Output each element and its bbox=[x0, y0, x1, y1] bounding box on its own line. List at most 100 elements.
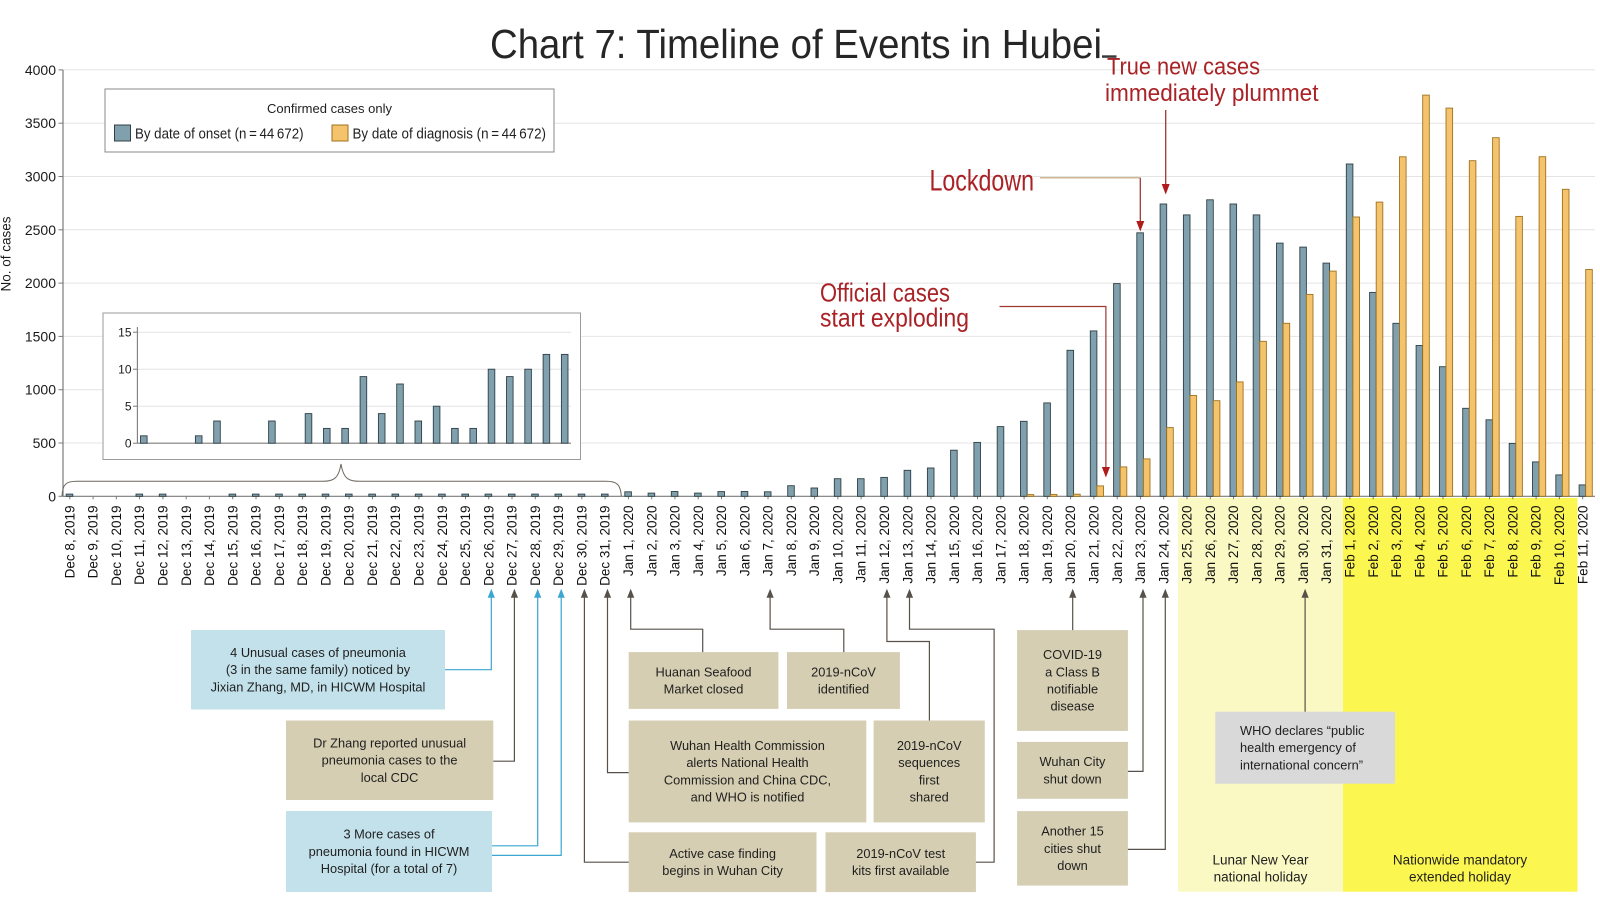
svg-text:Dec 24, 2019: Dec 24, 2019 bbox=[435, 506, 450, 586]
svg-text:Jan 6, 2020: Jan 6, 2020 bbox=[737, 506, 752, 577]
svg-text:Lockdown: Lockdown bbox=[930, 165, 1035, 198]
svg-text:sequences: sequences bbox=[898, 755, 960, 770]
svg-text:WHO declares “public: WHO declares “public bbox=[1240, 723, 1365, 738]
svg-text:Jan 5, 2020: Jan 5, 2020 bbox=[714, 506, 729, 577]
svg-text:Jan 19, 2020: Jan 19, 2020 bbox=[1040, 506, 1055, 584]
svg-text:extended holiday: extended holiday bbox=[1409, 870, 1511, 885]
svg-text:Official cases: Official cases bbox=[820, 278, 950, 308]
svg-text:Jan 16, 2020: Jan 16, 2020 bbox=[970, 506, 985, 584]
svg-text:3500: 3500 bbox=[25, 115, 56, 131]
svg-text:Jan 28, 2020: Jan 28, 2020 bbox=[1249, 506, 1264, 584]
svg-text:Jan 23, 2020: Jan 23, 2020 bbox=[1133, 506, 1148, 584]
svg-text:first: first bbox=[919, 773, 940, 788]
svg-text:international concern”: international concern” bbox=[1240, 757, 1363, 772]
svg-text:Jan 3, 2020: Jan 3, 2020 bbox=[668, 506, 683, 577]
svg-text:Jan 27, 2020: Jan 27, 2020 bbox=[1226, 506, 1241, 584]
svg-text:Jan 11, 2020: Jan 11, 2020 bbox=[854, 506, 869, 583]
svg-text:Dec 16, 2019: Dec 16, 2019 bbox=[249, 506, 264, 586]
svg-text:Feb 4, 2020: Feb 4, 2020 bbox=[1412, 506, 1427, 578]
svg-text:Dec 18, 2019: Dec 18, 2019 bbox=[295, 506, 310, 586]
svg-text:By date of diagnosis (n = 44 6: By date of diagnosis (n = 44 672) bbox=[353, 126, 547, 143]
svg-text:down: down bbox=[1057, 858, 1088, 873]
svg-text:Dec 9, 2019: Dec 9, 2019 bbox=[86, 506, 101, 579]
svg-text:Jan 21, 2020: Jan 21, 2020 bbox=[1087, 506, 1102, 584]
svg-text:Jan 26, 2020: Jan 26, 2020 bbox=[1203, 506, 1218, 584]
svg-text:Jan 7, 2020: Jan 7, 2020 bbox=[761, 506, 776, 577]
svg-text:Dr Zhang reported unusual: Dr Zhang reported unusual bbox=[313, 735, 466, 750]
svg-text:Commission and China CDC,: Commission and China CDC, bbox=[664, 773, 831, 788]
svg-text:Feb 10, 2020: Feb 10, 2020 bbox=[1552, 506, 1567, 586]
svg-text:3 More cases of: 3 More cases of bbox=[343, 827, 434, 842]
svg-text:2000: 2000 bbox=[25, 275, 56, 291]
svg-text:Dec 20, 2019: Dec 20, 2019 bbox=[342, 506, 357, 586]
svg-text:No. of cases: No. of cases bbox=[0, 216, 14, 291]
svg-text:Feb 2, 2020: Feb 2, 2020 bbox=[1366, 506, 1381, 578]
svg-text:Nationwide mandatory: Nationwide mandatory bbox=[1393, 853, 1528, 868]
svg-text:(3 in the same family) noticed: (3 in the same family) noticed by bbox=[226, 662, 411, 677]
svg-text:Jan 10, 2020: Jan 10, 2020 bbox=[831, 506, 846, 584]
svg-text:Dec 25, 2019: Dec 25, 2019 bbox=[458, 505, 473, 585]
svg-text:cities shut: cities shut bbox=[1044, 841, 1101, 856]
svg-text:Chart 7: Timeline of Events in: Chart 7: Timeline of Events in Hubei bbox=[490, 21, 1102, 67]
svg-text:Dec 19, 2019: Dec 19, 2019 bbox=[318, 506, 333, 586]
svg-text:Dec 14, 2019: Dec 14, 2019 bbox=[202, 506, 217, 586]
svg-text:Dec 12, 2019: Dec 12, 2019 bbox=[156, 506, 171, 586]
svg-text:start exploding: start exploding bbox=[820, 303, 969, 333]
svg-text:500: 500 bbox=[33, 435, 57, 451]
svg-text:10: 10 bbox=[118, 363, 132, 377]
svg-text:immediately plummet: immediately plummet bbox=[1105, 80, 1319, 107]
svg-text:Huanan Seafood: Huanan Seafood bbox=[655, 664, 751, 679]
svg-text:Dec 10, 2019: Dec 10, 2019 bbox=[109, 506, 124, 586]
svg-text:alerts National Health: alerts National Health bbox=[686, 755, 808, 770]
svg-text:COVID-19: COVID-19 bbox=[1043, 647, 1102, 662]
svg-text:begins in Wuhan City: begins in Wuhan City bbox=[662, 863, 783, 878]
svg-text:disease: disease bbox=[1050, 699, 1094, 714]
svg-text:Jan 22, 2020: Jan 22, 2020 bbox=[1110, 506, 1125, 584]
svg-text:Dec 17, 2019: Dec 17, 2019 bbox=[272, 506, 287, 586]
svg-text:Dec 13, 2019: Dec 13, 2019 bbox=[179, 506, 194, 586]
svg-text:Jixian Zhang, MD, in HICWM Hos: Jixian Zhang, MD, in HICWM Hospital bbox=[211, 679, 426, 694]
svg-text:Jan 4, 2020: Jan 4, 2020 bbox=[691, 506, 706, 577]
svg-text:Feb 11, 2020: Feb 11, 2020 bbox=[1575, 506, 1590, 585]
svg-text:Dec 23, 2019: Dec 23, 2019 bbox=[412, 506, 427, 586]
svg-text:Dec 30, 2019: Dec 30, 2019 bbox=[574, 506, 589, 586]
svg-text:Dec 29, 2019: Dec 29, 2019 bbox=[551, 506, 566, 586]
svg-text:0: 0 bbox=[48, 488, 56, 504]
svg-text:Dec 15, 2019: Dec 15, 2019 bbox=[225, 506, 240, 586]
svg-text:Jan 9, 2020: Jan 9, 2020 bbox=[807, 506, 822, 577]
svg-text:Feb 3, 2020: Feb 3, 2020 bbox=[1389, 506, 1404, 578]
svg-text:2019-nCoV: 2019-nCoV bbox=[897, 738, 962, 753]
svg-text:4000: 4000 bbox=[25, 62, 56, 78]
svg-text:Jan 31, 2020: Jan 31, 2020 bbox=[1319, 506, 1334, 584]
svg-text:4 Unusual cases of pneumonia: 4 Unusual cases of pneumonia bbox=[230, 645, 407, 660]
svg-text:Feb 9, 2020: Feb 9, 2020 bbox=[1529, 506, 1544, 578]
svg-text:Feb 6, 2020: Feb 6, 2020 bbox=[1459, 506, 1474, 578]
svg-text:a Class B: a Class B bbox=[1045, 664, 1100, 679]
svg-text:Dec 27, 2019: Dec 27, 2019 bbox=[505, 506, 520, 586]
svg-text:Jan 15, 2020: Jan 15, 2020 bbox=[947, 506, 962, 584]
svg-text:True new cases: True new cases bbox=[1107, 54, 1260, 81]
svg-text:2500: 2500 bbox=[25, 222, 56, 238]
svg-text:Jan 17, 2020: Jan 17, 2020 bbox=[993, 506, 1008, 584]
svg-text:0: 0 bbox=[125, 437, 132, 451]
svg-text:Confirmed cases only: Confirmed cases only bbox=[267, 101, 392, 116]
svg-text:Jan 20, 2020: Jan 20, 2020 bbox=[1063, 506, 1078, 584]
svg-text:Wuhan City: Wuhan City bbox=[1040, 754, 1107, 769]
svg-text:Jan 13, 2020: Jan 13, 2020 bbox=[900, 506, 915, 584]
svg-text:shut down: shut down bbox=[1043, 771, 1101, 786]
svg-text:1000: 1000 bbox=[25, 382, 56, 398]
svg-text:By date of onset (n = 44 672): By date of onset (n = 44 672) bbox=[135, 126, 304, 143]
svg-text:2019-nCoV test: 2019-nCoV test bbox=[856, 846, 945, 861]
svg-text:Jan 25, 2020: Jan 25, 2020 bbox=[1180, 506, 1195, 584]
svg-text:Feb 1, 2020: Feb 1, 2020 bbox=[1343, 506, 1358, 578]
svg-text:Feb 5, 2020: Feb 5, 2020 bbox=[1436, 506, 1451, 578]
svg-text:5: 5 bbox=[125, 400, 132, 414]
svg-text:Active case finding: Active case finding bbox=[669, 846, 776, 861]
svg-text:Jan 1, 2020: Jan 1, 2020 bbox=[621, 506, 636, 577]
svg-text:Another 15: Another 15 bbox=[1041, 824, 1104, 839]
svg-text:1500: 1500 bbox=[25, 328, 56, 344]
svg-text:kits first available: kits first available bbox=[852, 863, 949, 878]
svg-text:Jan 18, 2020: Jan 18, 2020 bbox=[1017, 506, 1032, 584]
svg-text:Feb 8, 2020: Feb 8, 2020 bbox=[1505, 506, 1520, 578]
svg-text:Jan 14, 2020: Jan 14, 2020 bbox=[924, 506, 939, 584]
